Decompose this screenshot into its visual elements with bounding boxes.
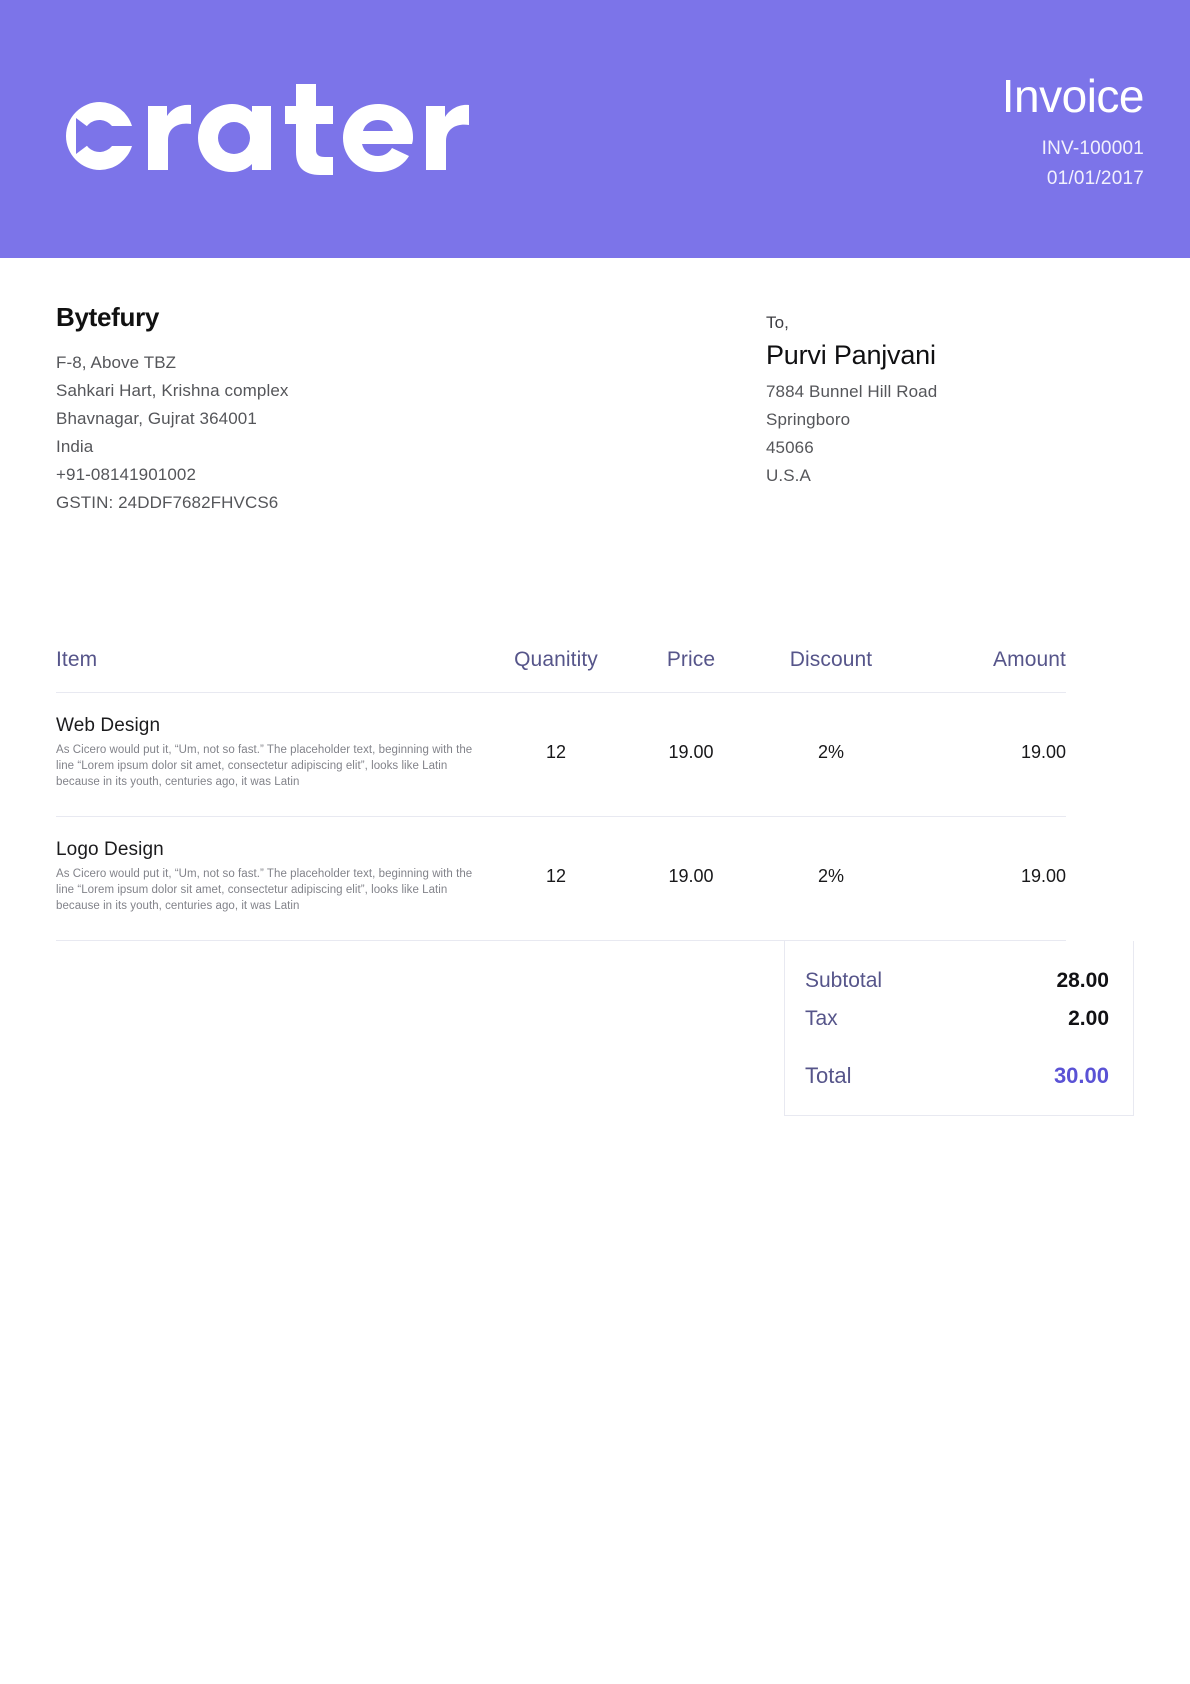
- from-address-line: India: [56, 437, 94, 456]
- tax-value: 2.00: [1068, 1007, 1109, 1030]
- to-label: To,: [766, 313, 789, 332]
- from-address-line: F-8, Above TBZ: [56, 353, 177, 372]
- line-item-quantity: 12: [545, 742, 567, 762]
- column-header-price: Price: [666, 648, 716, 671]
- line-item-discount: 2%: [817, 866, 844, 886]
- line-item-amount: 19.00: [1020, 866, 1066, 886]
- column-header-discount: Discount: [789, 648, 873, 671]
- table-row: Logo Design As Cicero would put it, “Um,…: [56, 816, 1066, 941]
- totals-box: Subtotal 28.00 Tax 2.00 Total 30.00: [784, 941, 1134, 1116]
- invoice-meta: Invoice INV-100001 01/01/2017: [1001, 70, 1145, 193]
- totals-section: Subtotal 28.00 Tax 2.00 Total 30.00: [0, 941, 1190, 1116]
- from-address-line: Sahkari Hart, Krishna complex: [56, 381, 289, 400]
- column-header-item: Item: [56, 648, 98, 671]
- line-item-name: Web Design: [56, 715, 161, 736]
- invoice-date: 01/01/2017: [1046, 167, 1144, 189]
- page-title: Invoice: [1001, 70, 1145, 122]
- line-item-cell: Web Design As Cicero would put it, “Um, …: [56, 693, 486, 817]
- to-address-line: U.S.A: [766, 466, 811, 485]
- address-section: Bytefury F-8, Above TBZ Sahkari Hart, Kr…: [0, 258, 1190, 648]
- to-address-line: Springboro: [766, 410, 851, 429]
- column-header-amount: Amount: [993, 648, 1066, 671]
- subtotal-row: Subtotal 28.00: [805, 969, 1109, 993]
- line-item-name: Logo Design: [56, 839, 164, 860]
- line-item-price: 19.00: [668, 866, 714, 886]
- invoice-number: INV-100001: [1041, 138, 1144, 160]
- recipient-name: Purvi Panjvani: [766, 340, 936, 370]
- line-item-quantity: 12: [545, 866, 567, 886]
- from-address-line: Bhavnagar, Gujrat 364001: [56, 409, 257, 428]
- crater-logo: [56, 82, 486, 192]
- to-address-line: 7884 Bunnel Hill Road: [766, 382, 938, 401]
- from-gstin: GSTIN: 24DDF7682FHVCS6: [56, 493, 279, 512]
- line-item-description: As Cicero would put it, “Um, not so fast…: [56, 744, 473, 788]
- subtotal-value: 28.00: [1056, 969, 1109, 992]
- line-item-description: As Cicero would put it, “Um, not so fast…: [56, 868, 473, 912]
- table-row: Web Design As Cicero would put it, “Um, …: [56, 692, 1066, 817]
- subtotal-label: Subtotal: [805, 969, 883, 992]
- table-header: Item Quanitity Price Discount Amount: [56, 648, 1066, 693]
- tax-row: Tax 2.00: [805, 1007, 1109, 1031]
- line-items-table: Item Quanitity Price Discount Amount Web…: [56, 648, 1066, 941]
- line-item-amount: 19.00: [1020, 742, 1066, 762]
- line-item-discount: 2%: [817, 742, 844, 762]
- grand-total-row: Total 30.00: [805, 1063, 1109, 1089]
- line-item-price: 19.00: [668, 742, 714, 762]
- line-item-cell: Logo Design As Cicero would put it, “Um,…: [56, 817, 486, 941]
- column-header-quantity: Quanitity: [514, 648, 598, 671]
- invoice-header-banner: Invoice INV-100001 01/01/2017: [0, 0, 1190, 258]
- from-phone: +91-08141901002: [56, 465, 196, 484]
- tax-label: Tax: [805, 1007, 838, 1030]
- total-value: 30.00: [1053, 1063, 1109, 1088]
- billed-to-block: To, Purvi Panjvani 7884 Bunnel Hill Road…: [766, 310, 1066, 490]
- company-name: Bytefury: [56, 302, 160, 332]
- billed-from-block: Bytefury F-8, Above TBZ Sahkari Hart, Kr…: [56, 302, 576, 517]
- to-address-line: 45066: [766, 438, 814, 457]
- total-label: Total: [805, 1063, 852, 1088]
